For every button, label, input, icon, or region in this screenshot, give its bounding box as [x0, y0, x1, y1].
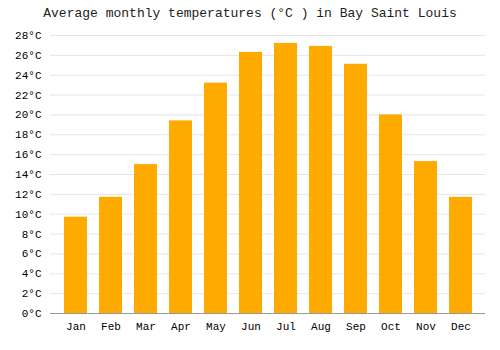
svg-text:8°C: 8°C	[22, 229, 42, 241]
svg-text:28°C: 28°C	[15, 30, 42, 42]
svg-text:26°C: 26°C	[15, 50, 42, 62]
svg-text:Dec: Dec	[451, 321, 471, 333]
svg-text:24°C: 24°C	[15, 70, 42, 82]
html-text:Average monthly temperatures (: Average monthly temperatures (°C ) in Ba…	[43, 6, 457, 21]
svg-text:14°C: 14°C	[15, 169, 42, 181]
svg-text:Nov: Nov	[416, 321, 436, 333]
svg-text:4°C: 4°C	[22, 268, 42, 280]
svg-text:Feb: Feb	[101, 321, 121, 333]
svg-text:May: May	[206, 321, 226, 333]
svg-text:22°C: 22°C	[15, 90, 42, 102]
svg-text:Jul: Jul	[276, 321, 296, 333]
svg-text:Sep: Sep	[346, 321, 366, 333]
svg-text:6°C: 6°C	[22, 248, 42, 260]
svg-text:Mar: Mar	[136, 321, 156, 333]
svg-text:0°C: 0°C	[22, 308, 42, 320]
svg-text:2°C: 2°C	[22, 288, 42, 300]
svg-text:20°C: 20°C	[15, 109, 42, 121]
svg-text:Jun: Jun	[241, 321, 261, 333]
svg-text:Jan: Jan	[66, 321, 86, 333]
svg-text:18°C: 18°C	[15, 129, 42, 141]
svg-text:Oct: Oct	[381, 321, 401, 333]
svg-text:16°C: 16°C	[15, 149, 42, 161]
svg-text:Apr: Apr	[171, 321, 191, 333]
svg-text:12°C: 12°C	[15, 189, 42, 201]
svg-text:10°C: 10°C	[15, 209, 42, 221]
svg-text:Aug: Aug	[311, 321, 331, 333]
